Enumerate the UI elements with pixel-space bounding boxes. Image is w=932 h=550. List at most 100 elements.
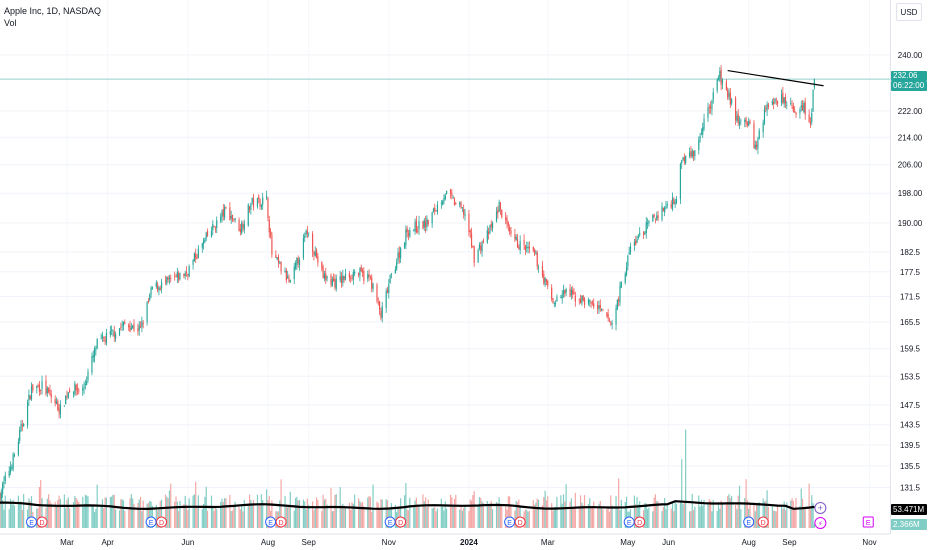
candle-body [224, 207, 226, 218]
currency-button[interactable]: USD [896, 3, 922, 21]
candle-body [344, 273, 347, 280]
dividend-marker[interactable]: D [156, 516, 168, 528]
volume-bar [214, 507, 217, 528]
candle-body [122, 321, 125, 327]
dividend-marker[interactable]: D [634, 516, 646, 528]
add-indicator-button[interactable]: + [814, 502, 827, 514]
earnings-marker[interactable]: E [145, 516, 157, 528]
volume-bar [423, 501, 425, 528]
candle-body [213, 226, 215, 228]
candle-body [342, 275, 344, 283]
volume-bar [48, 494, 50, 528]
volume-bar [581, 502, 583, 528]
candle-body [4, 475, 6, 481]
volume-bar [755, 502, 758, 528]
volume-bar [130, 494, 132, 528]
candle-body [654, 218, 657, 220]
volume-bar [692, 510, 695, 528]
candle-body [463, 209, 465, 215]
candle-body [26, 402, 29, 426]
volume-bar [20, 501, 22, 528]
volume-bar [54, 501, 56, 528]
candle-body [757, 139, 759, 149]
candle-body [210, 231, 213, 238]
volume-indicator-label[interactable]: Vol [4, 18, 17, 28]
volume-bar [379, 510, 381, 528]
candle-body [220, 216, 222, 221]
candle-body [317, 256, 319, 263]
earnings-marker[interactable]: E [384, 516, 396, 528]
volume-bar [95, 508, 97, 528]
chart-title: Apple Inc, 1D, NASDAQ [4, 6, 102, 16]
volume-bar [661, 511, 663, 528]
volume-bar [583, 495, 586, 528]
candle-body [133, 323, 135, 331]
candle-body [646, 223, 649, 224]
candle-body [297, 257, 299, 264]
candle-body [23, 423, 25, 427]
volume-bar [21, 510, 23, 528]
volume-bar [101, 499, 104, 528]
volume-bar [700, 499, 703, 528]
dividend-marker[interactable]: D [757, 516, 769, 528]
candle-body [607, 314, 609, 319]
volume-bar [746, 500, 748, 528]
volume-bar [464, 506, 466, 528]
candle-body [516, 238, 519, 248]
candle-body [201, 243, 203, 248]
candle-body [233, 220, 235, 222]
y-tick-label: 159.5 [900, 345, 921, 354]
earnings-marker[interactable]: E [623, 516, 635, 528]
candle-body [359, 268, 361, 277]
dividend-marker[interactable]: D [514, 516, 526, 528]
earnings-marker[interactable]: E [743, 516, 755, 528]
candle-body [602, 309, 604, 311]
candle-body [289, 280, 291, 283]
candle-body [195, 253, 197, 259]
candle-body [146, 302, 148, 323]
candle-body [661, 206, 663, 220]
volume-bar [197, 495, 199, 528]
earnings-marker[interactable]: E [26, 516, 38, 528]
volume-bar [284, 495, 286, 528]
candle-body [294, 262, 297, 269]
dividend-marker[interactable]: D [36, 516, 48, 528]
candle-body [74, 383, 76, 395]
candle-body [446, 190, 448, 194]
candle-body [184, 273, 186, 276]
axes: 240.00232.00222.00214.00206.00198.00190.… [0, 51, 923, 547]
candle-body [498, 202, 500, 212]
candle-body [519, 241, 521, 251]
candle-body [495, 211, 498, 222]
volume-bar [526, 509, 528, 528]
lightning-icon-button[interactable]: ⚡ [814, 517, 827, 529]
candle-body [36, 385, 38, 389]
volume-bar [381, 499, 383, 528]
dividend-marker-letter: D [398, 520, 403, 527]
candle-body [729, 92, 731, 105]
earnings-marker-letter: E [627, 520, 632, 527]
y-tick-label: 139.5 [900, 441, 921, 450]
candle-body [267, 197, 269, 218]
candle-body [46, 388, 48, 394]
dividend-marker-letter: D [40, 520, 45, 527]
dividend-marker[interactable]: D [395, 516, 407, 528]
upcoming-earnings-marker[interactable]: E [862, 516, 874, 528]
candle-body [767, 104, 770, 107]
event-markers[interactable]: D D D D D D DE E E E E E E E+⚡ [26, 502, 874, 529]
volume-bar [783, 501, 785, 528]
volume-bar [280, 479, 282, 528]
volume-bar [326, 504, 328, 528]
candle-body [400, 247, 402, 259]
lightning-icon-circle [814, 517, 827, 529]
earnings-marker[interactable]: E [504, 516, 516, 528]
candle-body [178, 273, 180, 281]
dividend-marker[interactable]: D [275, 516, 287, 528]
volume-bar [65, 508, 67, 528]
earnings-marker[interactable]: E [265, 516, 277, 528]
candle-body [700, 133, 703, 135]
candle-body [699, 135, 701, 140]
volume-bar [589, 498, 591, 528]
volume-bar [40, 479, 42, 528]
